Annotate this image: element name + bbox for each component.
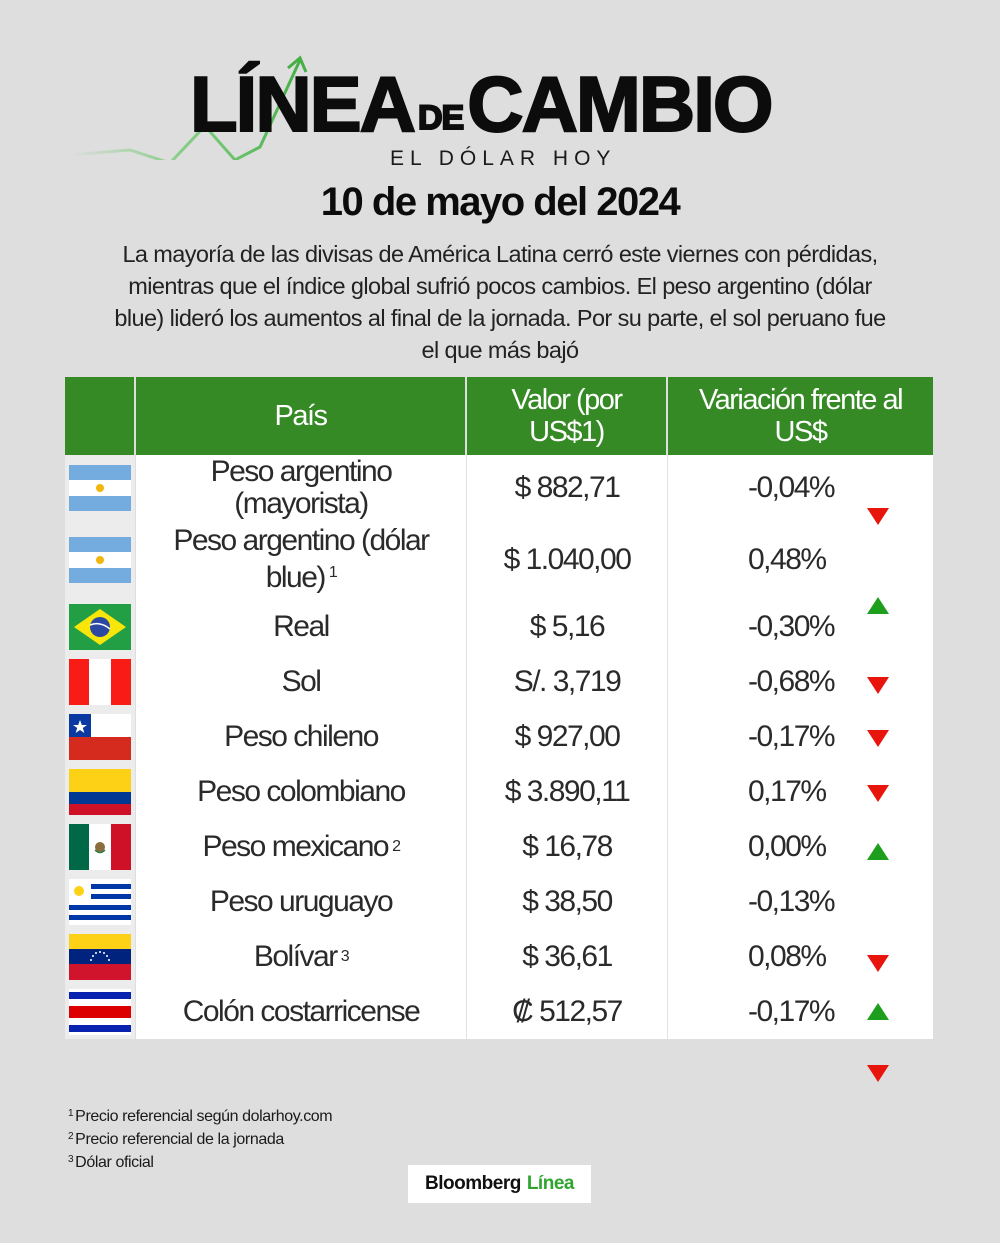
logo-word-de: DE <box>417 99 465 137</box>
table-header: País Valor (por US$1) Variación frente a… <box>65 377 933 455</box>
header-country: País <box>136 377 467 455</box>
change: 0,00% <box>748 829 827 863</box>
up-arrow-icon <box>867 1003 889 1020</box>
up-arrow-icon <box>867 843 889 860</box>
change: 0,17% <box>748 774 827 808</box>
footnote-text: Precio referencial según dolarhoy.com <box>75 1108 333 1125</box>
footnote-1: 1 Precio referencial según dolarhoy.com <box>68 1104 333 1127</box>
header-change-label: Variación frente al US$ <box>698 384 904 448</box>
country-name: Peso uruguayo <box>136 874 467 929</box>
table-row: Real $ 5,16 -0,30% <box>65 599 933 654</box>
table-row: Peso uruguayo $ 38,50 -0,13% <box>65 874 933 929</box>
change: 0,48% <box>748 542 827 576</box>
footnote-mark: 1 <box>68 1108 74 1119</box>
logo-subtitle: EL DÓLAR HOY <box>390 147 617 170</box>
down-arrow-icon <box>867 508 889 525</box>
peru-flag-icon <box>69 658 131 705</box>
bloomberg-linea-logo: Bloomberg Línea <box>408 1165 591 1203</box>
table-row: Peso argentino (dólar blue) 1 $ 1.040,00 … <box>65 520 933 599</box>
value: $ 882,71 <box>467 455 668 520</box>
brand-bloomberg: Bloomberg <box>425 1173 521 1194</box>
change: -0,68% <box>748 664 836 698</box>
change: 0,08% <box>748 939 827 973</box>
chile-flag-icon <box>69 713 131 760</box>
footnote-mark: 3 <box>68 1154 74 1165</box>
change: -0,17% <box>748 994 836 1028</box>
footnote-text: Dólar oficial <box>75 1154 154 1171</box>
country-name: Peso argentino (dólar blue) 1 <box>136 520 467 599</box>
value: ₡ 512,57 <box>467 984 668 1039</box>
country-name: Peso colombiano <box>136 764 467 819</box>
footnote-mark: 2 <box>392 837 401 855</box>
header-value-label: Valor (por US$1) <box>511 384 623 448</box>
footnote-mark: 3 <box>340 947 350 965</box>
logo-title: LÍNEA DECAMBIO <box>189 64 775 144</box>
intro-text: La mayoría de las divisas de América Lat… <box>114 241 886 363</box>
up-arrow-icon <box>867 597 889 614</box>
uruguay-flag-icon <box>69 878 131 925</box>
mexico-flag-icon <box>69 823 131 870</box>
trend-line-icon <box>70 55 308 160</box>
country-name: Real <box>136 599 467 654</box>
venezuela-flag-icon <box>69 933 131 980</box>
table-body: Peso argentino (mayorista) $ 882,71 -0,0… <box>65 455 933 1039</box>
logo-word-cambio: CAMBIO <box>466 60 774 148</box>
footnote-2: 2 Precio referencial de la jornada <box>68 1127 332 1150</box>
table-row: Peso argentino (mayorista) $ 882,71 -0,0… <box>65 455 933 520</box>
country-name: Peso argentino (mayorista) <box>136 455 467 520</box>
footnotes: 1 Precio referencial según dolarhoy.com 2… <box>68 1104 333 1173</box>
down-arrow-icon <box>867 955 889 972</box>
table-row: Peso chileno $ 927,00 -0,17% <box>65 709 933 764</box>
table-row: Peso colombiano $ 3.890,11 0,17% <box>65 764 933 819</box>
footnote-3: 3 Dólar oficial <box>68 1150 332 1173</box>
value: S/. 3,719 <box>467 654 668 709</box>
footnote-mark: 1 <box>328 564 338 581</box>
country-label: Bolívar <box>253 939 338 973</box>
logo: LÍNEA DECAMBIO EL DÓLAR HOY <box>70 55 840 175</box>
header-change: Variación frente al US$ <box>668 377 933 455</box>
footnote-text: Precio referencial de la jornada <box>75 1131 284 1148</box>
down-arrow-icon <box>867 730 889 747</box>
value: $ 1.040,00 <box>467 520 668 599</box>
value: $ 36,61 <box>467 929 668 984</box>
costa-rica-flag-icon <box>69 988 131 1035</box>
table-row: Peso mexicano 2 $ 16,78 0,00% <box>65 819 933 874</box>
country-name: Peso mexicano 2 <box>136 819 467 874</box>
down-arrow-icon <box>867 785 889 802</box>
footnote-mark: 2 <box>68 1131 74 1142</box>
brand-linea: Línea <box>526 1173 575 1194</box>
date-title: 10 de mayo del 2024 <box>320 180 681 224</box>
table-row: Sol S/. 3,719 -0,68% <box>65 654 933 709</box>
value: $ 5,16 <box>467 599 668 654</box>
value: $ 3.890,11 <box>467 764 668 819</box>
value: $ 16,78 <box>467 819 668 874</box>
change: -0,04% <box>748 470 836 504</box>
value: $ 38,50 <box>467 874 668 929</box>
country-label: Peso argentino (mayorista) <box>210 454 393 520</box>
country-name: Sol <box>136 654 467 709</box>
header-value: Valor (por US$1) <box>467 377 668 455</box>
colombia-flag-icon <box>69 768 131 815</box>
country-label: Peso mexicano <box>202 829 389 863</box>
country-name: Peso chileno <box>136 709 467 764</box>
brazil-flag-icon <box>69 603 131 650</box>
change: -0,17% <box>748 719 836 753</box>
country-name: Bolívar 3 <box>136 929 467 984</box>
value: $ 927,00 <box>467 709 668 764</box>
logo-word-linea: LÍNEA <box>189 60 417 148</box>
change: -0,13% <box>748 884 836 918</box>
currency-table: País Valor (por US$1) Variación frente a… <box>65 377 933 1039</box>
table-row: Bolívar 3 $ 36,61 0,08% <box>65 929 933 984</box>
country-label: Peso argentino (dólar blue) <box>173 524 430 594</box>
down-arrow-icon <box>867 677 889 694</box>
argentina-flag-icon <box>69 464 131 511</box>
change: -0,30% <box>748 609 836 643</box>
country-name: Colón costarricense <box>136 984 467 1039</box>
header-flag <box>65 377 136 455</box>
down-arrow-icon <box>867 1065 889 1082</box>
table-row: Colón costarricense ₡ 512,57 -0,17% <box>65 984 933 1039</box>
argentina-flag-icon <box>69 536 131 583</box>
